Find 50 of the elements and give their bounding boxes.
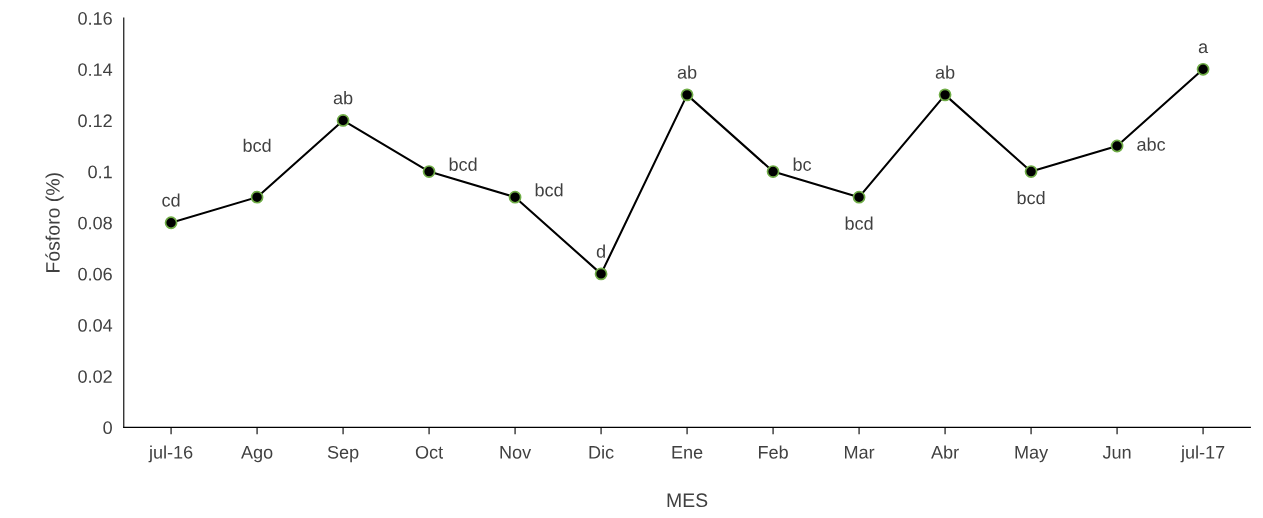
annotation: bcd (1017, 191, 1045, 205)
annotation: bcd (243, 138, 271, 152)
y-tick-label: 0.1 (88, 165, 112, 179)
y-tick-label: 0.04 (78, 318, 113, 332)
point (766, 165, 780, 178)
y-axis-title: Fósforo (%) (45, 173, 64, 272)
x-tick-label: Ene (672, 446, 703, 459)
point (336, 114, 350, 127)
x-tick-label: Feb (759, 445, 788, 459)
point (164, 216, 178, 230)
annotation: bcd (535, 183, 563, 197)
x-tick-label: jul-17 (1180, 445, 1225, 463)
point (250, 190, 264, 204)
x-tick-label: Oct (415, 445, 443, 459)
x-tick-label: Jun (1102, 446, 1131, 459)
annotation: bcd (845, 216, 873, 230)
x-tick-label: May (1015, 446, 1049, 463)
y-tick-label: 0.06 (78, 267, 112, 281)
point (680, 88, 694, 102)
x-tick-label: Dic (589, 445, 614, 459)
annotation: cd (162, 193, 180, 207)
y-tick-label: 0.14 (78, 63, 113, 76)
point (1024, 165, 1038, 178)
x-tick-label: Abr (931, 445, 959, 459)
y-tick-label: 0.12 (78, 114, 112, 128)
x-tick-label: jul-16 (148, 445, 193, 463)
point (508, 190, 522, 204)
annotation: ab (677, 65, 697, 79)
point (1196, 62, 1210, 76)
annotation: abc (1137, 137, 1166, 151)
y-tick-label: 0.16 (78, 12, 112, 25)
point (594, 267, 608, 281)
point (1110, 139, 1124, 153)
y-tick-label: 0 (103, 421, 112, 435)
annotation: bc (793, 157, 812, 171)
annotation: a (1198, 43, 1209, 54)
annotation: ab (333, 91, 353, 105)
point (422, 165, 436, 178)
x-tick-label: Nov (500, 446, 532, 459)
x-axis-title: MES (667, 493, 708, 508)
annotation: bcd (449, 157, 477, 171)
x-tick-label: Sep (327, 445, 359, 463)
x-tick-label: Ago (241, 446, 273, 463)
point (938, 88, 952, 102)
y-tick-label: 0.02 (78, 370, 112, 383)
annotation: ab (935, 65, 955, 79)
y-tick-label: 0.08 (78, 216, 112, 230)
point (852, 190, 866, 204)
x-tick-label: Mar (845, 446, 875, 459)
annotation: d (596, 244, 605, 258)
